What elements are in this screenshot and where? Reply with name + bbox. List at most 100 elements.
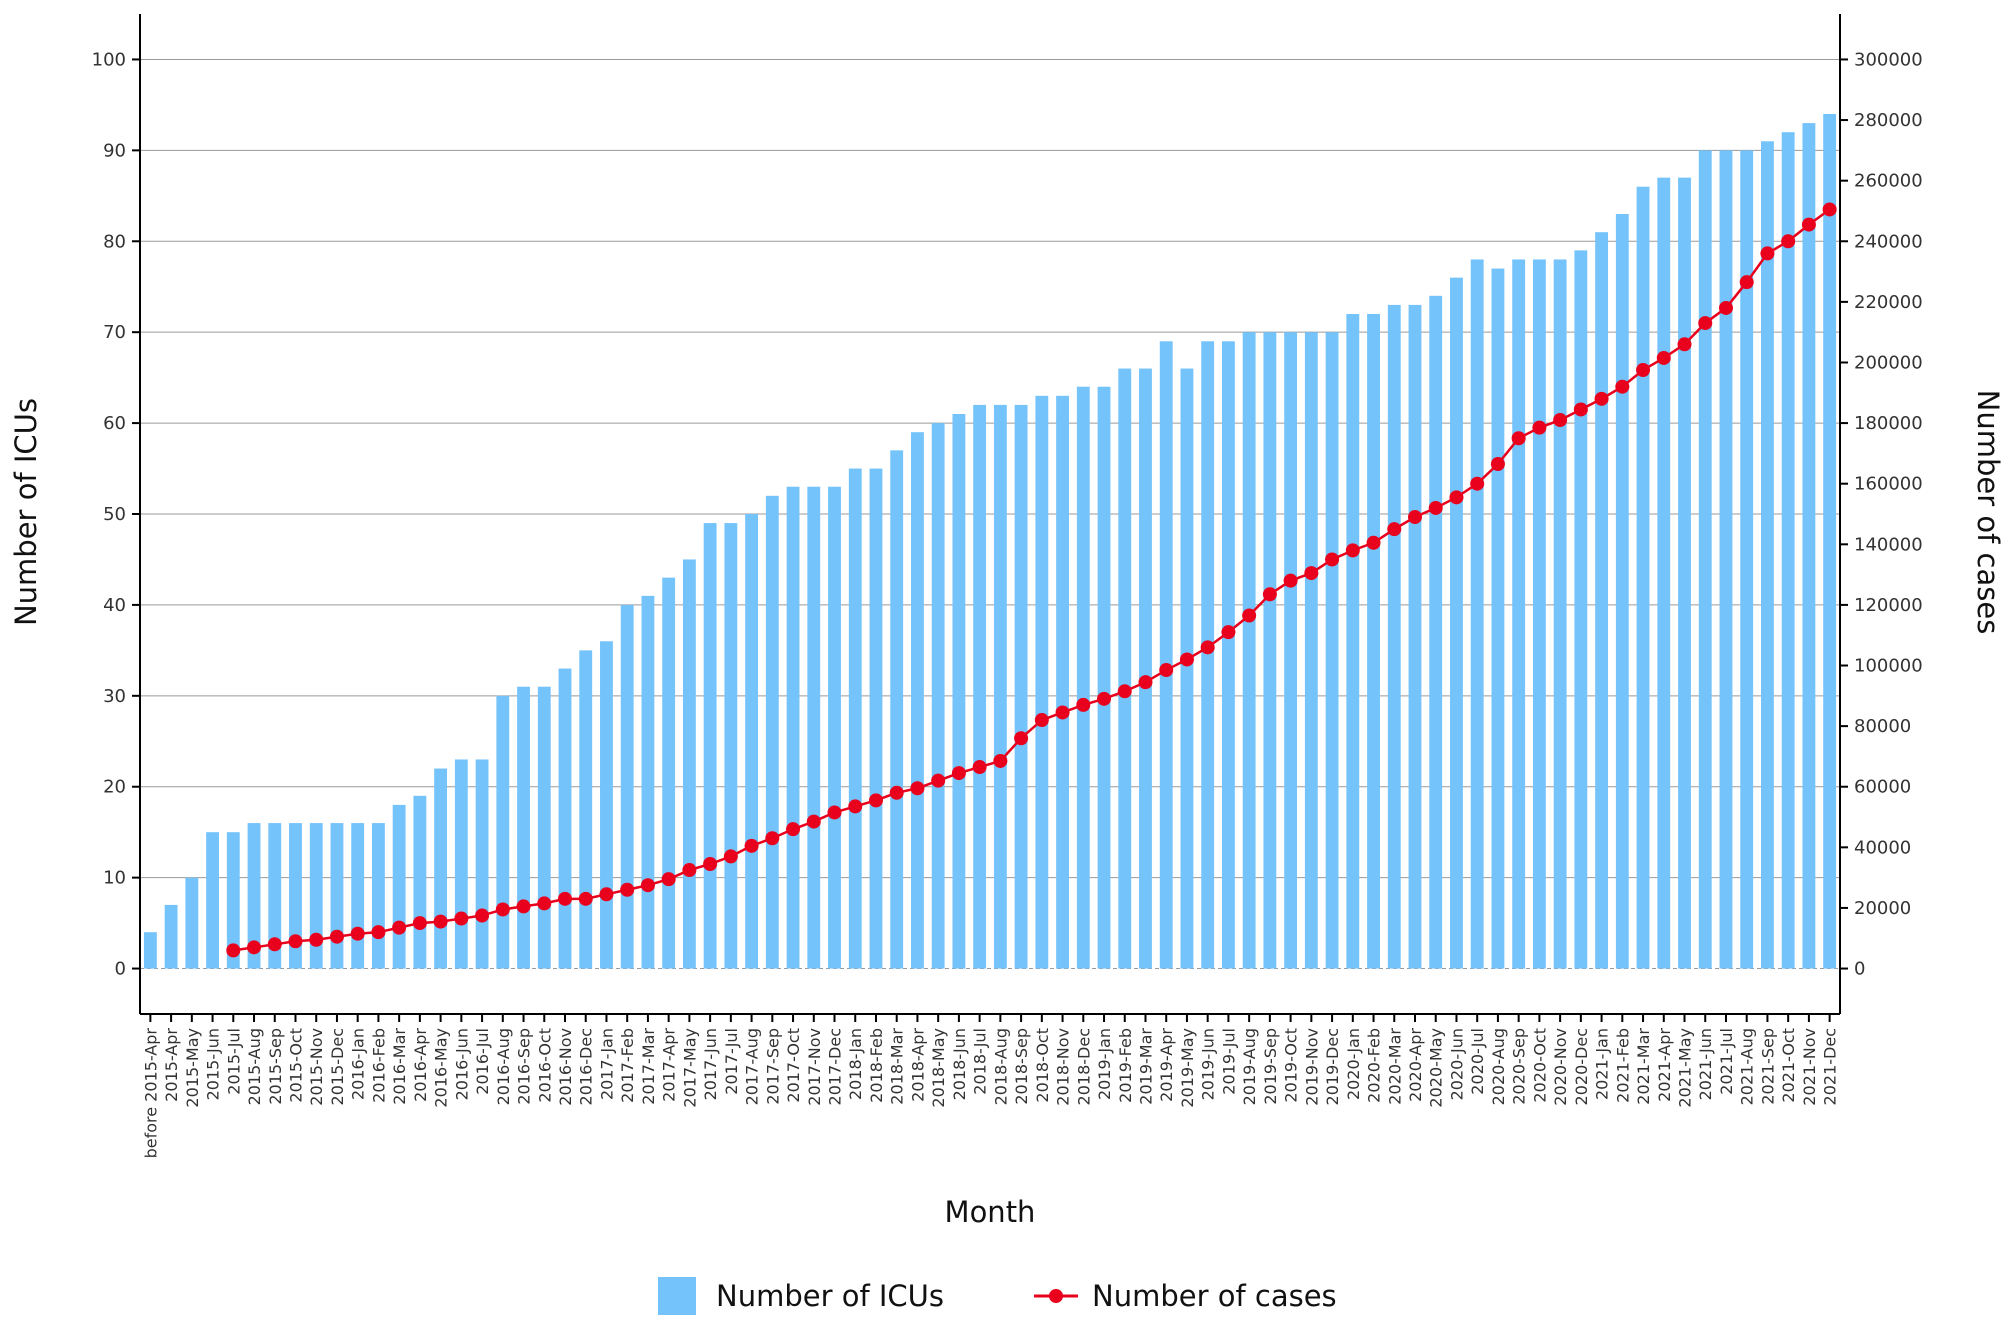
bar: [1553, 259, 1567, 969]
cases-point: [1739, 275, 1754, 290]
bar: [1657, 177, 1671, 969]
y-tick-label: 50: [103, 504, 126, 525]
bar: [517, 686, 530, 969]
bar: [1802, 123, 1816, 969]
cases-point: [1304, 566, 1319, 581]
x-tick-label: 2016-Apr: [411, 1028, 430, 1102]
y-tick-label: 20: [103, 777, 126, 798]
legend: Number of ICUs Number of cases: [658, 1277, 1337, 1315]
bar: [143, 932, 157, 969]
x-tick-label: 2019-May: [1178, 1028, 1197, 1108]
cases-point: [1159, 663, 1174, 678]
cases-point: [910, 781, 925, 796]
bar: [1740, 150, 1754, 969]
x-tick-label: 2017-Feb: [618, 1028, 637, 1103]
cases-point: [1055, 705, 1070, 720]
x-tick-label: 2017-May: [680, 1028, 699, 1108]
x-tick-label: 2019-Jan: [1095, 1028, 1114, 1100]
cases-point: [1221, 625, 1236, 640]
bar: [309, 823, 323, 969]
cases-point: [1242, 608, 1257, 623]
y2-tick-label: 100000: [1854, 656, 1923, 677]
cases-point: [744, 838, 759, 853]
x-tick-label: 2018-May: [929, 1028, 948, 1108]
cases-point: [1470, 476, 1485, 491]
x-tick-label: 2020-Oct: [1530, 1028, 1549, 1103]
cases-point: [558, 891, 572, 906]
bar: [1263, 332, 1277, 969]
bar: [226, 832, 240, 969]
bar: [247, 823, 261, 969]
x-tick-label: 2015-Sep: [266, 1028, 285, 1105]
cases-point: [1594, 391, 1609, 406]
cases-point: [1781, 234, 1796, 249]
y2-tick-label: 200000: [1854, 352, 1923, 373]
x-tick-label: 2021-Apr: [1655, 1028, 1674, 1102]
y-tick-label: 80: [103, 231, 126, 252]
bar: [1118, 368, 1132, 969]
cases-point: [226, 943, 241, 958]
y2-tick-label: 220000: [1854, 292, 1923, 313]
y-tick-label: 100: [92, 49, 126, 70]
y-tick-label: 90: [103, 140, 126, 161]
cases-point: [1553, 413, 1568, 428]
cases-point: [1428, 500, 1443, 515]
x-axis-title: Month: [945, 1195, 1036, 1229]
bar: [206, 832, 219, 969]
x-tick-label: 2019-Apr: [1157, 1028, 1176, 1102]
legend-label-icus: Number of ICUs: [716, 1279, 944, 1313]
y-tick-label: 10: [103, 868, 126, 889]
cases-point: [537, 896, 552, 911]
cases-point: [350, 926, 365, 941]
bar: [392, 804, 406, 969]
cases-point: [1179, 652, 1194, 667]
x-tick-label: 2021-Dec: [1821, 1028, 1840, 1105]
x-tick-label: 2020-Dec: [1572, 1028, 1591, 1105]
bar: [724, 523, 738, 969]
cases-point: [578, 891, 593, 906]
x-tick-label: 2019-Aug: [1240, 1028, 1259, 1105]
bar: [185, 877, 199, 969]
x-tick-label: 2020-Jan: [1344, 1028, 1363, 1100]
x-tick-label: 2018-Dec: [1074, 1028, 1093, 1105]
x-tick-label: 2018-Jul: [971, 1028, 990, 1095]
bar: [1367, 314, 1380, 969]
cases-point: [868, 793, 883, 808]
cases-point: [1014, 731, 1029, 746]
x-tick-label: 2017-Sep: [763, 1028, 782, 1105]
cases-point: [599, 887, 614, 902]
cases-point: [454, 911, 469, 926]
bar: [1719, 150, 1733, 969]
y2-axis-title: Number of cases: [1971, 390, 2005, 635]
x-tick-label: 2018-Mar: [888, 1028, 907, 1105]
tick-labels: 0 10 20 30 40 50 60 70 80 90 100 0 20000 40000 60000 80…: [92, 49, 1923, 1158]
cases-point: [392, 920, 407, 935]
cases-point: [495, 902, 510, 917]
y2-tick-label: 240000: [1854, 231, 1923, 252]
bar: [289, 823, 302, 969]
bar: [330, 823, 344, 969]
cases-point: [1532, 420, 1547, 435]
bar: [1035, 395, 1049, 969]
cases-point: [1511, 431, 1526, 446]
x-tick-label: 2015-Jun: [204, 1028, 223, 1100]
bar: [1346, 314, 1360, 969]
bar: [1242, 332, 1256, 969]
y-axis-title: Number of ICUs: [9, 398, 43, 626]
cases-point: [433, 914, 448, 929]
bar: [703, 523, 717, 969]
icu-bars: [143, 114, 1837, 969]
x-tick-label: 2020-Sep: [1510, 1028, 1529, 1105]
bar: [869, 468, 883, 969]
x-tick-label: 2018-Apr: [908, 1028, 927, 1102]
cases-point: [288, 934, 303, 949]
x-tick-label: 2017-Oct: [784, 1028, 803, 1103]
x-tick-label: 2016-Oct: [535, 1028, 554, 1103]
bar: [682, 559, 696, 969]
x-tick-label: 2021-May: [1676, 1028, 1695, 1108]
y2-tick-label: 40000: [1854, 837, 1911, 858]
bar: [1387, 304, 1401, 969]
x-tick-label: 2016-Mar: [390, 1028, 409, 1105]
legend-swatch-icus: [658, 1277, 696, 1315]
cases-point: [1408, 510, 1422, 525]
